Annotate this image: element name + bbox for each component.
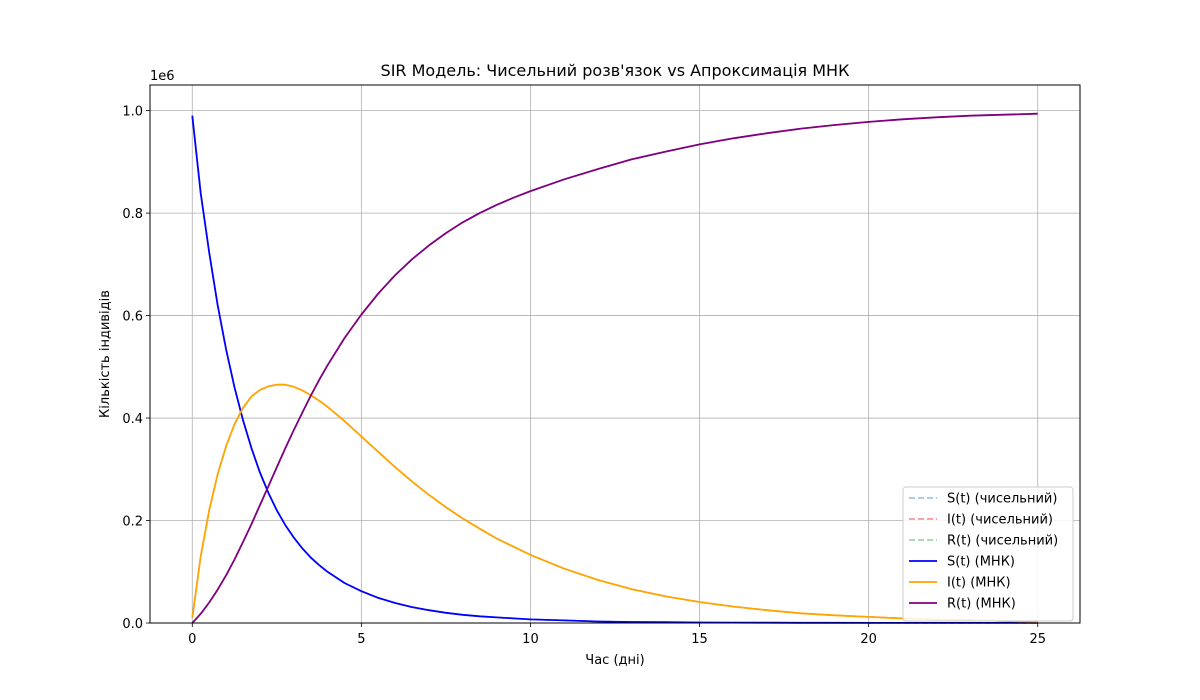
legend-label: R(t) (чисельний) bbox=[947, 534, 1058, 549]
y-tick-label: 0.4 bbox=[122, 412, 143, 427]
x-tick-label: 25 bbox=[1029, 632, 1046, 647]
y-tick-label: 0.8 bbox=[122, 207, 143, 222]
x-tick-label: 15 bbox=[691, 632, 708, 647]
series-line bbox=[191, 112, 1038, 624]
legend-box bbox=[902, 486, 1074, 622]
y-axis-ticks: 0.0 0.2 0.4 0.6 0.8 1.0 bbox=[122, 105, 150, 632]
y-tick-label: 1.0 bbox=[122, 105, 143, 120]
x-tick-label: 5 bbox=[357, 632, 365, 647]
legend-label: S(t) (МНК) bbox=[947, 555, 1015, 570]
y-axis-title: Кількість індивідів bbox=[98, 290, 113, 418]
series-line bbox=[191, 383, 1038, 623]
chart-title: SIR Модель: Чисельний розв'язок vs Апрок… bbox=[381, 61, 851, 80]
x-tick-label: 10 bbox=[522, 632, 539, 647]
legend-label: I(t) (чисельний) bbox=[947, 513, 1053, 528]
x-axis-title: Час (дні) bbox=[585, 653, 644, 668]
y-tick-label: 0.6 bbox=[122, 310, 143, 325]
y-tick-label: 0.2 bbox=[122, 515, 143, 530]
y-offset-label: 1e6 bbox=[150, 69, 175, 84]
x-tick-label: 0 bbox=[188, 632, 196, 647]
legend-label: R(t) (МНК) bbox=[947, 597, 1016, 612]
legend: S(t) (чисельний) I(t) (чисельний) R(t) (чи… bbox=[902, 486, 1074, 622]
legend-label: S(t) (чисельний) bbox=[947, 492, 1057, 507]
x-axis-ticks: 0 5 10 15 20 25 bbox=[188, 623, 1046, 647]
plot-frame bbox=[149, 84, 1081, 624]
y-tick-label: 0.0 bbox=[122, 617, 143, 632]
x-tick-label: 20 bbox=[860, 632, 877, 647]
legend-label: I(t) (МНК) bbox=[947, 576, 1011, 591]
